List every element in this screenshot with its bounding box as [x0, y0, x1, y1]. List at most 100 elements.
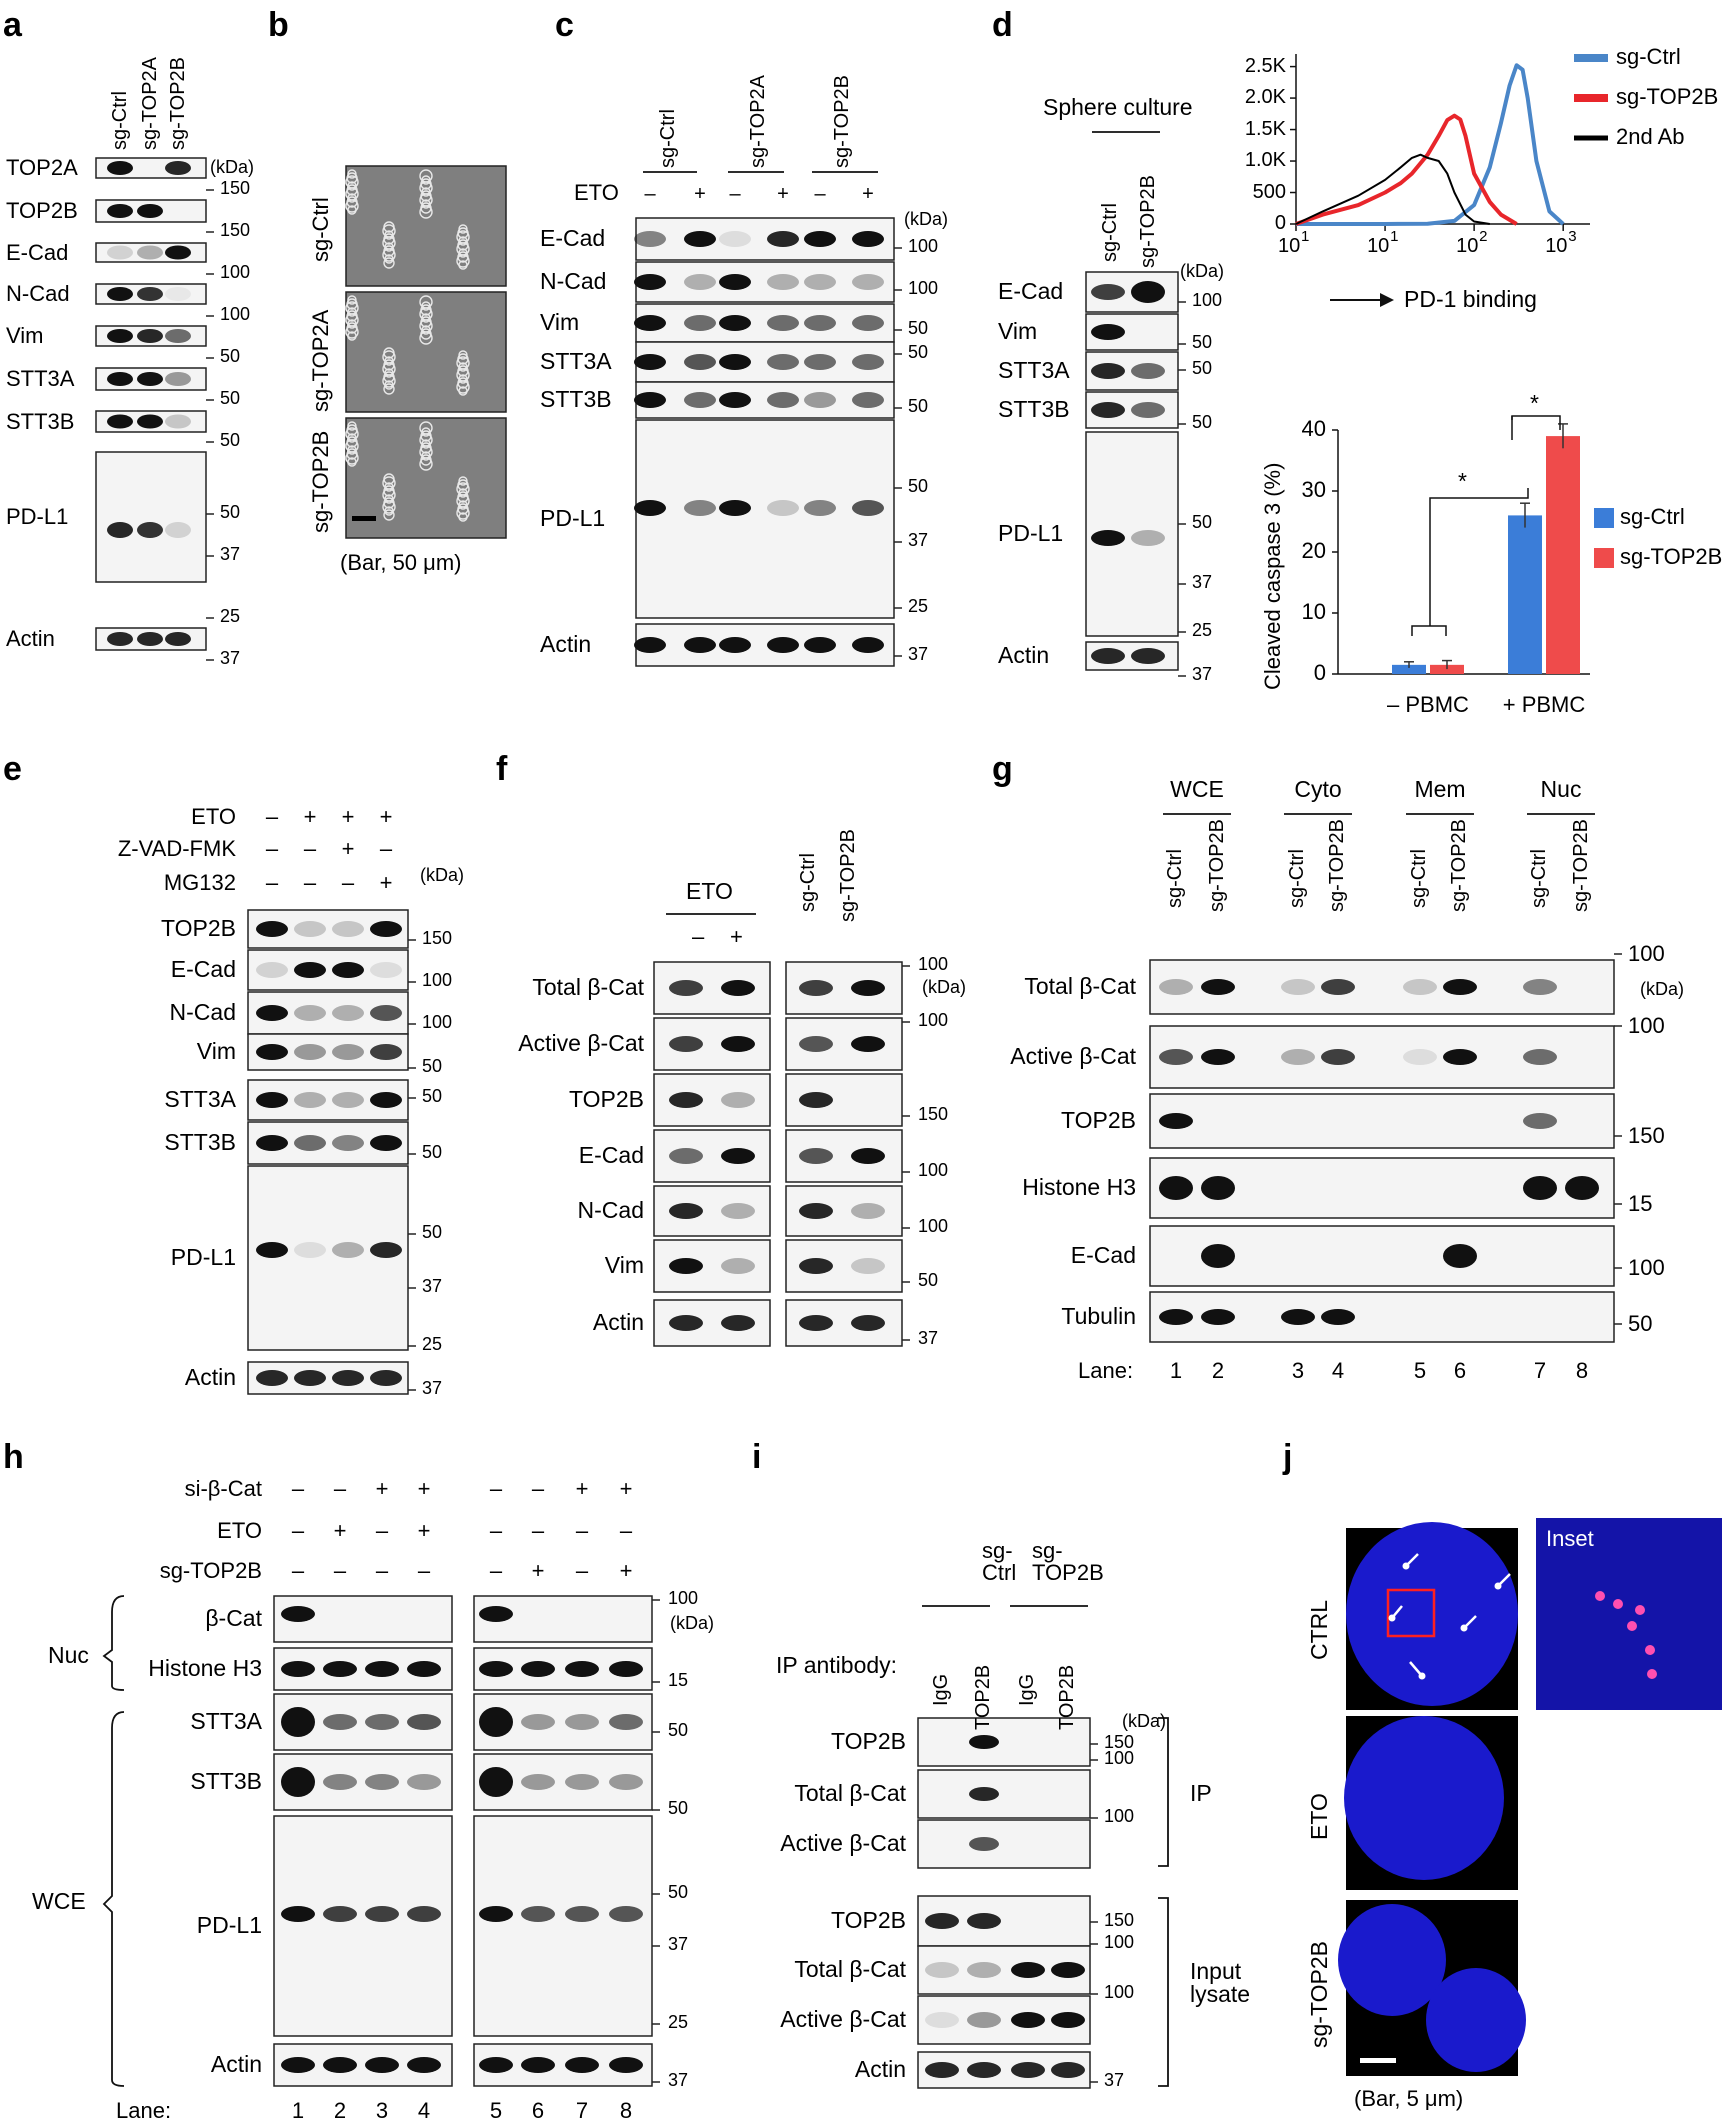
- e-band: [294, 962, 326, 978]
- f-band: [799, 1148, 833, 1164]
- g-band: [1523, 1049, 1557, 1065]
- d-bar-ytick-label: 30: [1301, 477, 1326, 502]
- b-cell: [345, 451, 359, 465]
- d-bar-sg-Ctrl-0: [1392, 664, 1426, 674]
- i-marker: 100: [1104, 1932, 1135, 1952]
- d-bar-bracket-1: [1411, 625, 1447, 636]
- c-band: [719, 274, 751, 290]
- g-kda-unit: (kDa): [1640, 979, 1684, 999]
- f-eto-label: ETO: [686, 878, 733, 904]
- e-band: [332, 1242, 364, 1258]
- i-column-label: IgG: [930, 1673, 952, 1706]
- d-band: [1131, 281, 1165, 303]
- f-band: [851, 1036, 885, 1052]
- h-sign: +: [375, 1476, 389, 1501]
- h-band: [407, 1906, 441, 1922]
- d-bar-bracket-3: [1511, 415, 1561, 430]
- b-cell: [456, 380, 470, 394]
- g-band: [1201, 1309, 1235, 1325]
- c-band: [852, 354, 884, 370]
- f-row-label-2: TOP2B: [569, 1086, 644, 1112]
- i-band: [1011, 2062, 1045, 2078]
- b-row-label: sg-Ctrl: [308, 197, 333, 262]
- e-band: [294, 1092, 326, 1108]
- i-row-label-input-2: Active β-Cat: [780, 2006, 906, 2032]
- d-bar-ytick-label: 10: [1301, 599, 1326, 624]
- g-band: [1523, 1113, 1557, 1129]
- b-row-label: sg-TOP2A: [308, 309, 333, 412]
- a-marker: 25: [220, 606, 241, 626]
- i-marker: 100: [1104, 1982, 1135, 2002]
- f-row-label-6: Actin: [592, 1309, 644, 1335]
- b-cell: [345, 199, 359, 213]
- f-band: [669, 1203, 703, 1219]
- j-inset-spot: [1647, 1669, 1657, 1679]
- h-sign: –: [531, 1476, 545, 1501]
- h-band: [521, 1906, 555, 1922]
- c-blot-Actin: [635, 623, 895, 667]
- g-band: [1403, 1049, 1437, 1065]
- a-blot-PD-L1: [95, 451, 207, 583]
- h-sign: –: [575, 1558, 589, 1583]
- c-band: [719, 315, 751, 331]
- a-marker: 50: [220, 346, 241, 366]
- h-band: [407, 1714, 441, 1730]
- h-marker: 100: [668, 1588, 699, 1608]
- a-row-label-0: TOP2A: [6, 155, 78, 180]
- f-column-label: sg-Ctrl: [797, 853, 819, 912]
- d-marker: 50: [1192, 512, 1213, 532]
- a-marker: 150: [220, 178, 251, 198]
- h-band: [479, 1661, 513, 1677]
- b-cell: [458, 386, 468, 396]
- h-lane-number: 8: [619, 2098, 633, 2119]
- h-blot-right-PD-L1: [473, 1815, 653, 2037]
- a-band: [165, 287, 191, 301]
- h-sign: –: [375, 1558, 389, 1583]
- d-bar-legend-swatch: [1594, 508, 1614, 528]
- a-kda-unit: (kDa): [210, 157, 254, 177]
- i-blot-ip-Active β-Cat: [917, 1819, 1091, 1869]
- a-band: [137, 204, 163, 218]
- d-bar-sg-TOP2B-0: [1430, 664, 1464, 674]
- h-band: [365, 1774, 399, 1790]
- c-band: [719, 637, 751, 653]
- f-band: [851, 1315, 885, 1331]
- h-row-label-5: Actin: [210, 2051, 262, 2077]
- g-band: [1443, 1049, 1477, 1065]
- e-kda-unit: (kDa): [420, 865, 464, 885]
- j-inset-label: Inset: [1546, 1526, 1594, 1551]
- d-bar-legend-label: sg-TOP2B: [1620, 544, 1723, 569]
- i-column-label: TOP2B: [1056, 1664, 1078, 1730]
- h-band: [565, 1661, 599, 1677]
- e-band: [294, 1370, 326, 1386]
- e-treatment-label: Z-VAD-FMK: [117, 836, 236, 861]
- h-band: [365, 1906, 399, 1922]
- c-band: [767, 315, 799, 331]
- a-band: [165, 414, 191, 429]
- c-band: [719, 392, 751, 408]
- f-band: [799, 1258, 833, 1274]
- j-row-label-sgtop2b: sg-TOP2B: [1306, 1941, 1332, 2048]
- d-band: [1091, 648, 1125, 664]
- d-flow-xtick-exp: 1: [1301, 228, 1310, 245]
- a-band: [165, 329, 191, 343]
- h-kda-unit: (kDa): [670, 1613, 714, 1633]
- c-band: [634, 354, 666, 370]
- i-kda-unit: (kDa): [1122, 1711, 1166, 1731]
- c-row-label-2: Vim: [540, 309, 580, 335]
- h-band: [365, 2057, 399, 2073]
- f-row-label-0: Total β-Cat: [532, 974, 644, 1000]
- a-band: [137, 522, 163, 538]
- d-bar-sg-Ctrl-1: [1508, 515, 1542, 674]
- h-bracket-wce: [102, 1711, 125, 2087]
- i-band: [967, 1962, 1001, 1978]
- panel-label-a: a: [3, 6, 22, 44]
- c-band: [767, 231, 799, 247]
- c-band: [767, 274, 799, 290]
- b-cell: [383, 257, 395, 269]
- h-group-nuc: Nuc: [48, 1642, 89, 1668]
- i-band: [1051, 1962, 1085, 1978]
- i-band: [969, 1787, 999, 1801]
- c-band: [804, 354, 836, 370]
- e-band: [332, 1092, 364, 1108]
